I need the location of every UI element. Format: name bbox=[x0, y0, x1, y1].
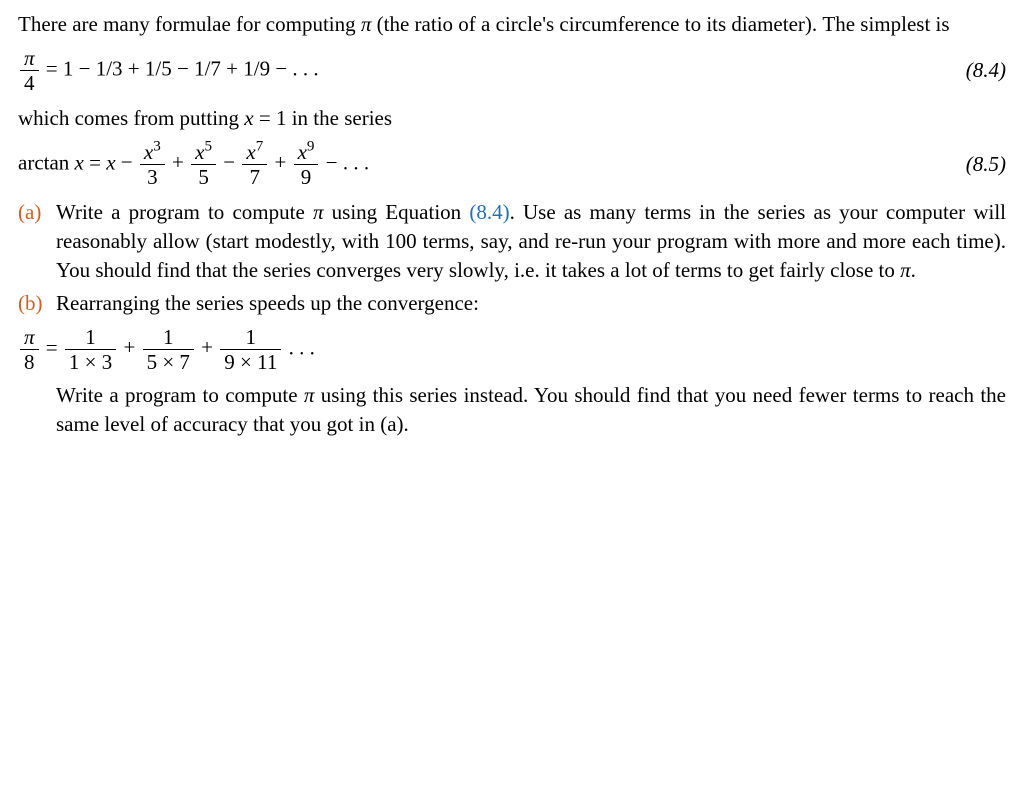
mid-x: x bbox=[244, 106, 253, 130]
b-eq-lhs-fraction: π 8 bbox=[20, 326, 39, 373]
equation-8-4-number: (8.4) bbox=[946, 56, 1006, 85]
eq85-series-terms: − x33 + x55 − x77 + x99 bbox=[116, 150, 321, 174]
eq85-first-x: x bbox=[106, 150, 115, 174]
equation-8-5-number: (8.5) bbox=[946, 150, 1006, 179]
b-eq-eq: = bbox=[41, 335, 63, 359]
eq84-lhs-fraction: π 4 bbox=[20, 47, 39, 94]
eq84-rhs: = 1 − 1/3 + 1/5 − 1/7 + 1/9 − . . . bbox=[41, 56, 319, 80]
mid-before: which comes from putting bbox=[18, 106, 244, 130]
eq85-term-fraction: x77 bbox=[242, 141, 267, 188]
a-ref-link[interactable]: (8.4) bbox=[469, 200, 509, 224]
intro-text-1: There are many formulae for computing bbox=[18, 12, 361, 36]
item-a: (a) Write a program to compute π using E… bbox=[18, 198, 1006, 285]
item-b: (b) Rearranging the series speeds up the… bbox=[18, 289, 1006, 439]
a-t1: Write a program to compute bbox=[56, 200, 313, 224]
equation-8-5-body: arctan x = x − x33 + x55 − x77 + x99 − .… bbox=[18, 141, 369, 188]
item-a-label: (a) bbox=[18, 198, 56, 285]
b-eq-term-fraction: 11 × 3 bbox=[65, 326, 116, 373]
b-eq-lhs-bot: 8 bbox=[20, 350, 39, 373]
equation-8-5: arctan x = x − x33 + x55 − x77 + x99 − .… bbox=[18, 141, 1006, 188]
eq85-term-fraction: x55 bbox=[191, 141, 216, 188]
mid-paragraph: which comes from putting x = 1 in the se… bbox=[18, 104, 1006, 133]
eq85-lhs: arctan bbox=[18, 150, 75, 174]
eq85-x: x bbox=[75, 150, 84, 174]
eq84-lhs-bot: 4 bbox=[20, 71, 39, 94]
b-t1: Write a program to compute bbox=[56, 383, 304, 407]
a-t2: using Equation bbox=[323, 200, 469, 224]
eq85-term-fraction: x33 bbox=[140, 141, 165, 188]
intro-paragraph: There are many formulae for computing π … bbox=[18, 10, 1006, 39]
equation-8-4-body: π 4 = 1 − 1/3 + 1/5 − 1/7 + 1/9 − . . . bbox=[18, 47, 319, 94]
mid-eq1: = 1 in the series bbox=[254, 106, 392, 130]
b-lead: Rearranging the series speeds up the con… bbox=[56, 289, 1006, 318]
item-b-body: Rearranging the series speeds up the con… bbox=[56, 289, 1006, 439]
a-t4: . bbox=[911, 258, 916, 282]
a-pi2: π bbox=[900, 258, 911, 282]
intro-text-2: (the ratio of a circle's circumference t… bbox=[371, 12, 949, 36]
eq85-term-fraction: x99 bbox=[294, 141, 319, 188]
intro-pi: π bbox=[361, 12, 372, 36]
b-eq-term-fraction: 19 × 11 bbox=[220, 326, 281, 373]
eq85-eq: = bbox=[84, 150, 106, 174]
b-eq-tail: . . . bbox=[283, 335, 315, 359]
b-eq-lhs-top: π bbox=[20, 326, 39, 349]
equation-b-body: π 8 = 11 × 3 + 15 × 7 + 19 × 11 . . . bbox=[18, 326, 315, 373]
equation-b: π 8 = 11 × 3 + 15 × 7 + 19 × 11 . . . bbox=[18, 326, 1006, 373]
b-eq-term-fraction: 15 × 7 bbox=[143, 326, 194, 373]
eq84-lhs-top: π bbox=[20, 47, 39, 70]
a-pi: π bbox=[313, 200, 324, 224]
b-pi: π bbox=[304, 383, 315, 407]
item-a-body: Write a program to compute π using Equat… bbox=[56, 198, 1006, 285]
b-eq-terms: 11 × 3 + 15 × 7 + 19 × 11 bbox=[63, 335, 283, 359]
eq85-tail: − . . . bbox=[320, 150, 369, 174]
b-tail-paragraph: Write a program to compute π using this … bbox=[56, 381, 1006, 439]
equation-8-4: π 4 = 1 − 1/3 + 1/5 − 1/7 + 1/9 − . . . … bbox=[18, 47, 1006, 94]
